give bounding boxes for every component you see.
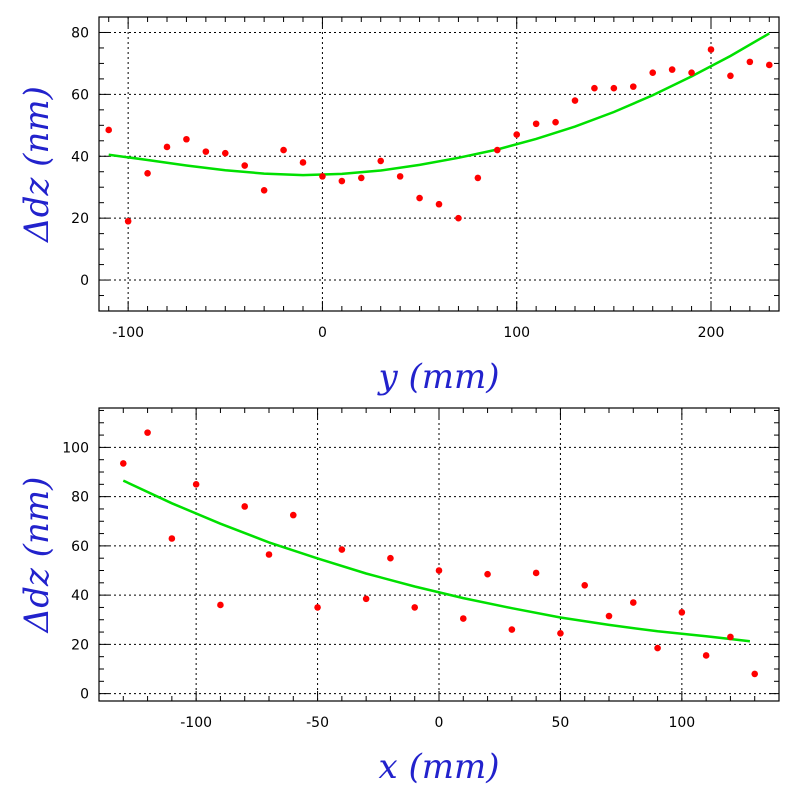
data-point bbox=[435, 567, 443, 574]
data-point bbox=[532, 569, 540, 577]
data-point bbox=[605, 612, 613, 620]
x-tick-label: 0 bbox=[435, 715, 444, 731]
data-point bbox=[241, 503, 249, 510]
y-tick-label: 40 bbox=[71, 149, 89, 165]
bottom-chart-panel: -100 -50 0 50 100 0 20 40 60 80 100 x (mm) Δdz (nm) bbox=[17, 407, 780, 787]
data-point bbox=[163, 143, 171, 151]
data-point bbox=[552, 118, 559, 126]
data-point bbox=[629, 83, 637, 90]
data-point bbox=[217, 601, 224, 609]
y-axis-title: Δdz (nm) bbox=[17, 477, 57, 635]
data-point bbox=[221, 149, 229, 157]
y-tick-label: 60 bbox=[71, 539, 89, 555]
y-tick-label: 0 bbox=[80, 687, 89, 703]
data-point bbox=[119, 460, 127, 467]
fit-curve bbox=[122, 479, 751, 643]
data-point bbox=[338, 546, 346, 553]
y-tick-label: 100 bbox=[62, 440, 89, 456]
data-point bbox=[493, 146, 501, 154]
data-point bbox=[678, 609, 686, 616]
data-point bbox=[474, 174, 482, 182]
data-point bbox=[688, 69, 695, 77]
data-point bbox=[649, 69, 657, 77]
x-axis-title: x (mm) bbox=[379, 747, 500, 787]
plot-frame bbox=[98, 407, 780, 702]
y-tick-label: 40 bbox=[71, 588, 89, 604]
x-tick-label: 100 bbox=[503, 325, 530, 341]
x-tick-label: 200 bbox=[698, 325, 725, 341]
data-point bbox=[435, 200, 443, 208]
data-point bbox=[192, 481, 200, 488]
data-point bbox=[513, 131, 521, 138]
data-point bbox=[591, 84, 598, 92]
x-tick-label: -100 bbox=[180, 715, 212, 731]
data-point bbox=[765, 61, 773, 69]
data-point bbox=[319, 173, 326, 180]
y-tick-label: 60 bbox=[71, 87, 89, 103]
data-point bbox=[289, 511, 297, 519]
top-chart-panel: -100 0 100 200 0 20 40 60 80 y (mm) Δdz (nm) bbox=[17, 16, 780, 397]
fit-curve bbox=[108, 32, 770, 177]
data-point bbox=[459, 615, 467, 622]
data-point bbox=[183, 135, 190, 143]
data-point bbox=[751, 670, 759, 678]
y-tick-label: 20 bbox=[71, 637, 89, 653]
data-point bbox=[727, 72, 734, 80]
data-point bbox=[508, 626, 516, 633]
data-point bbox=[377, 157, 385, 165]
data-point bbox=[314, 604, 321, 611]
data-point bbox=[746, 58, 754, 66]
data-point bbox=[387, 554, 394, 562]
x-tick-label: -100 bbox=[112, 325, 144, 341]
data-point bbox=[727, 633, 734, 641]
data-point bbox=[702, 652, 710, 659]
data-point bbox=[144, 429, 151, 436]
x-tick-label: 0 bbox=[318, 325, 327, 341]
data-point bbox=[629, 599, 637, 606]
y-tick-label: 20 bbox=[71, 211, 89, 227]
data-point bbox=[396, 173, 404, 180]
y-tick-label: 80 bbox=[71, 25, 89, 41]
data-point bbox=[105, 126, 113, 134]
data-point bbox=[416, 194, 423, 202]
data-point bbox=[610, 84, 618, 92]
x-tick-label: -50 bbox=[306, 715, 329, 731]
data-point bbox=[260, 187, 268, 194]
data-point bbox=[411, 604, 419, 611]
y-tick-label: 0 bbox=[80, 273, 89, 289]
y-tick-label: 80 bbox=[71, 490, 89, 506]
x-tick-label: 50 bbox=[552, 715, 570, 731]
data-point bbox=[265, 551, 273, 558]
data-point bbox=[299, 159, 307, 166]
data-point bbox=[532, 120, 540, 128]
data-point bbox=[654, 644, 661, 652]
data-point bbox=[144, 169, 151, 177]
x-tick-label: 100 bbox=[668, 715, 695, 731]
data-point bbox=[571, 97, 579, 104]
data-point bbox=[124, 217, 132, 225]
data-point bbox=[484, 570, 491, 578]
data-point bbox=[707, 46, 715, 53]
plot-frame bbox=[98, 16, 780, 312]
y-axis-title: Δdz (nm) bbox=[17, 86, 57, 244]
data-point bbox=[668, 66, 676, 73]
data-point bbox=[241, 162, 249, 169]
data-point bbox=[168, 535, 176, 542]
data-point bbox=[280, 146, 287, 154]
data-point bbox=[357, 174, 365, 182]
data-point bbox=[362, 595, 370, 603]
data-point bbox=[202, 148, 210, 155]
data-point bbox=[455, 214, 462, 222]
data-point bbox=[581, 581, 589, 589]
data-point bbox=[557, 629, 564, 637]
x-axis-title: y (mm) bbox=[376, 357, 499, 397]
data-point bbox=[338, 177, 346, 185]
